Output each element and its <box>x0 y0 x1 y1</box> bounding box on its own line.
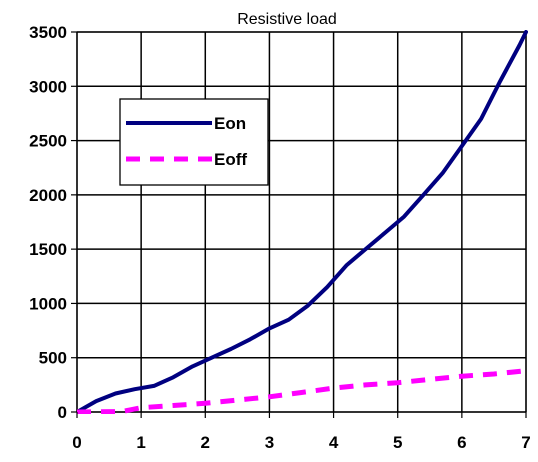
legend-box <box>119 98 269 186</box>
x-tick-label: 6 <box>457 433 466 452</box>
x-tick-label: 7 <box>521 433 530 452</box>
x-tick-label: 3 <box>265 433 274 452</box>
x-tick-label: 5 <box>393 433 402 452</box>
legend-label-eoff: Eoff <box>214 150 247 169</box>
x-tick-label: 1 <box>136 433 145 452</box>
grid <box>76 31 527 413</box>
series-layer <box>77 30 528 414</box>
series-line-eoff <box>77 368 527 414</box>
chart-title: Resistive load <box>237 11 337 28</box>
y-tick-label: 2500 <box>29 132 67 151</box>
y-tick-label: 2000 <box>29 186 67 205</box>
plot-area <box>76 31 527 413</box>
legend-label-eon: Eon <box>214 114 246 133</box>
y-tick-label: 500 <box>39 349 67 368</box>
y-tick-label: 1000 <box>29 294 67 313</box>
x-tick-label: 2 <box>201 433 210 452</box>
y-tick-label: 1500 <box>29 240 67 259</box>
series-line-eon <box>77 30 528 414</box>
y-tick-label: 3500 <box>29 23 67 42</box>
y-tick-label: 0 <box>58 403 67 422</box>
y-tick-label: 3000 <box>29 77 67 96</box>
x-tick-label: 0 <box>72 433 81 452</box>
legend: Eon Eoff <box>119 98 269 186</box>
axes: 0 1 2 3 4 5 6 7 0 500 1000 1500 2000 2500 3000 3500 <box>29 23 531 452</box>
x-tick-label: 4 <box>329 433 339 452</box>
